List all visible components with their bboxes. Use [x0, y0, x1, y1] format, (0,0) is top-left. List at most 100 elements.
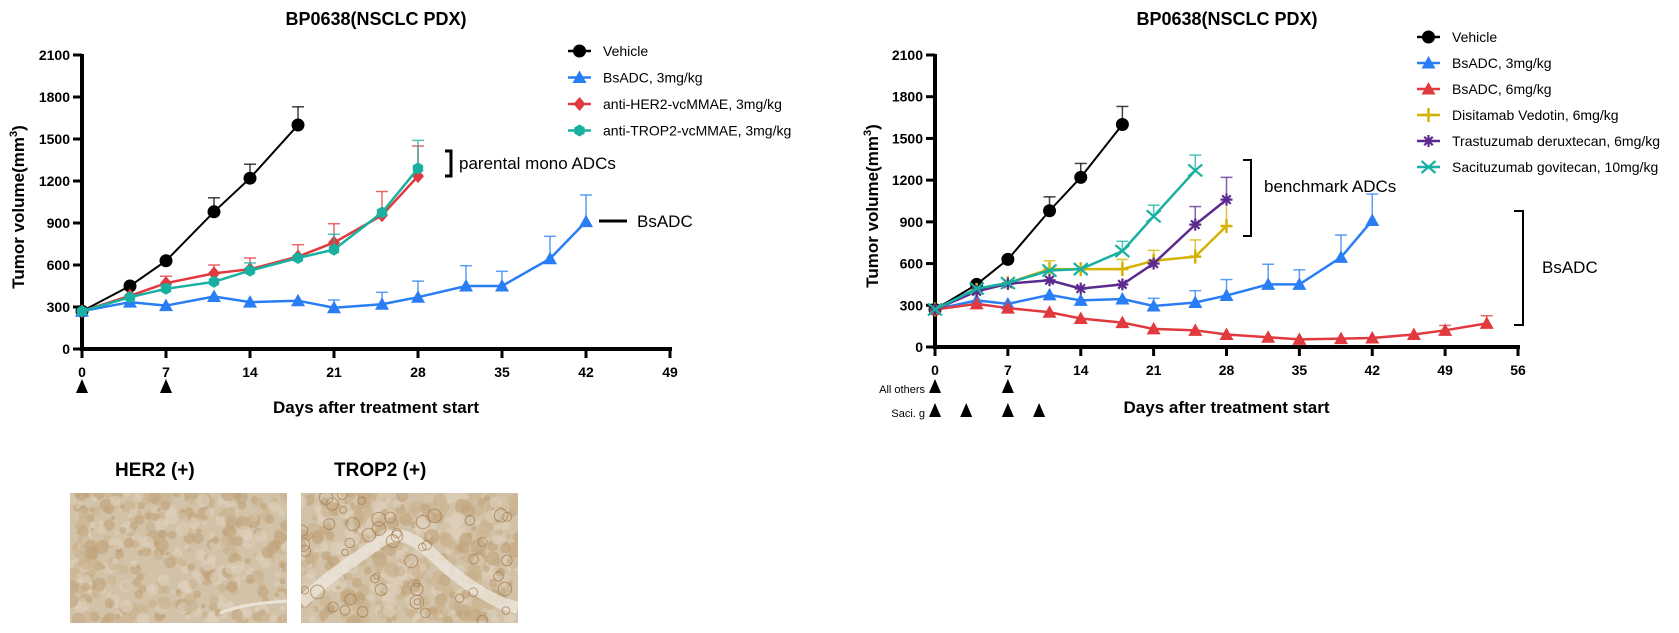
- legend-label: Trastuzumab deruxtecan, 6mg/kg: [1452, 133, 1660, 149]
- x-tick-label: 14: [242, 364, 258, 380]
- data-point: [1261, 330, 1276, 343]
- legend-label: anti-HER2-vcMMAE, 3mg/kg: [603, 96, 782, 112]
- data-point: [243, 171, 257, 185]
- dosing-arrow-icon: [929, 403, 941, 417]
- series-vehicle: [928, 105, 1129, 316]
- dosing-arrow-icon: [960, 403, 973, 417]
- data-point: [1073, 293, 1088, 306]
- legend-label: BsADC, 3mg/kg: [603, 70, 703, 86]
- y-tick-label: 600: [900, 256, 924, 272]
- data-point: [1001, 252, 1015, 266]
- legend-item: Vehicle: [568, 43, 648, 59]
- y-axis-label: Tumor volume(mm3): [8, 125, 28, 289]
- ihc-texture: [301, 493, 518, 623]
- y-tick-label: 2100: [892, 47, 923, 63]
- x-tick-label: 0: [931, 362, 939, 378]
- data-point: [244, 264, 256, 277]
- series-bsadc-6mg-kg: [928, 296, 1494, 345]
- dosing-label: All others: [879, 384, 925, 396]
- chart-title: BP0638(NSCLC PDX): [1136, 9, 1317, 29]
- data-point: [327, 300, 341, 314]
- legend-item: BsADC, 6mg/kg: [1417, 81, 1552, 97]
- legend-label: Vehicle: [603, 43, 648, 59]
- series-bsadc-3mg-kg: [75, 194, 593, 317]
- dosing-arrow-icon: [1033, 403, 1046, 417]
- legend-label: Sacituzumab govitecan, 10mg/kg: [1452, 159, 1658, 175]
- data-point: [1073, 311, 1088, 324]
- dosing-arrow-icon: [1001, 403, 1014, 417]
- data-point: [292, 252, 304, 264]
- data-point: [927, 302, 943, 317]
- annotation-label: parental mono ADCs: [459, 154, 616, 173]
- data-point: [543, 251, 557, 265]
- data-point: [1220, 193, 1233, 206]
- data-point: [207, 289, 221, 302]
- x-tick-label: 7: [1004, 362, 1012, 378]
- data-point: [969, 296, 984, 310]
- annotation-bracket: [1243, 159, 1252, 237]
- data-point: [243, 295, 257, 308]
- data-point: [1043, 204, 1057, 218]
- x-tick-label: 28: [410, 364, 426, 380]
- data-point: [76, 305, 88, 318]
- x-tick-label: 56: [1510, 362, 1526, 378]
- her2-ihc-image: [70, 493, 287, 623]
- data-point: [1334, 250, 1349, 263]
- x-tick-label: 0: [78, 364, 86, 380]
- her2-label: HER2 (+): [115, 460, 195, 481]
- data-point: [159, 298, 173, 312]
- legend-label: Vehicle: [1452, 29, 1497, 45]
- data-point: [1292, 332, 1307, 345]
- data-point: [159, 254, 173, 268]
- series-line: [934, 302, 1487, 341]
- data-point: [1074, 282, 1087, 295]
- x-axis-label: Days after treatment start: [1124, 398, 1330, 417]
- x-tick-label: 28: [1219, 362, 1235, 378]
- data-point: [1115, 315, 1130, 329]
- legend-marker: [1421, 56, 1436, 69]
- trop2-ihc-image: [301, 493, 518, 623]
- series-line: [934, 169, 1197, 311]
- y-tick-label: 1500: [892, 130, 923, 146]
- data-point: [1438, 323, 1453, 336]
- legend-label: Disitamab Vedotin, 6mg/kg: [1452, 107, 1619, 123]
- data-point: [1188, 323, 1203, 336]
- data-point: [1365, 213, 1380, 226]
- data-point: [1043, 274, 1056, 287]
- data-point: [1000, 301, 1015, 314]
- legend-marker: [573, 44, 586, 58]
- legend-item: anti-HER2-vcMMAE, 3mg/kg: [568, 96, 782, 112]
- legend-marker: [1422, 30, 1435, 44]
- data-point: [579, 214, 593, 228]
- y-tick-label: 300: [47, 299, 71, 315]
- legend-label: BsADC, 6mg/kg: [1452, 81, 1552, 97]
- x-tick-label: 49: [662, 364, 678, 380]
- data-point: [1188, 295, 1203, 309]
- data-point: [968, 281, 985, 296]
- data-point: [208, 266, 220, 281]
- data-point: [124, 291, 136, 304]
- x-tick-label: 21: [1146, 362, 1162, 378]
- series-line: [934, 123, 1124, 311]
- data-point: [1479, 316, 1494, 329]
- data-point: [1042, 305, 1057, 318]
- x-tick-label: 42: [578, 364, 594, 380]
- x-tick-label: 21: [326, 364, 342, 380]
- data-point: [1292, 277, 1307, 290]
- y-tick-label: 0: [915, 339, 923, 355]
- legend-label: BsADC, 3mg/kg: [1452, 55, 1552, 71]
- annotation-bracket: [445, 149, 453, 178]
- chart-title: BP0638(NSCLC PDX): [285, 9, 466, 29]
- x-axis-label: Days after treatment start: [273, 398, 479, 417]
- legend-marker: [1422, 108, 1435, 122]
- data-point: [459, 279, 473, 292]
- data-point: [291, 293, 305, 307]
- data-point: [1073, 262, 1089, 276]
- x-tick-label: 42: [1364, 362, 1380, 378]
- chart-2: BP0638(NSCLC PDX) 0 300 600 900 1200 1500 1800 2…: [862, 9, 1660, 420]
- x-tick-label: 14: [1073, 362, 1089, 378]
- x-tick-label: 7: [162, 364, 170, 380]
- x-tick-label: 35: [1292, 362, 1308, 378]
- legend-item: Trastuzumab deruxtecan, 6mg/kg: [1417, 133, 1660, 149]
